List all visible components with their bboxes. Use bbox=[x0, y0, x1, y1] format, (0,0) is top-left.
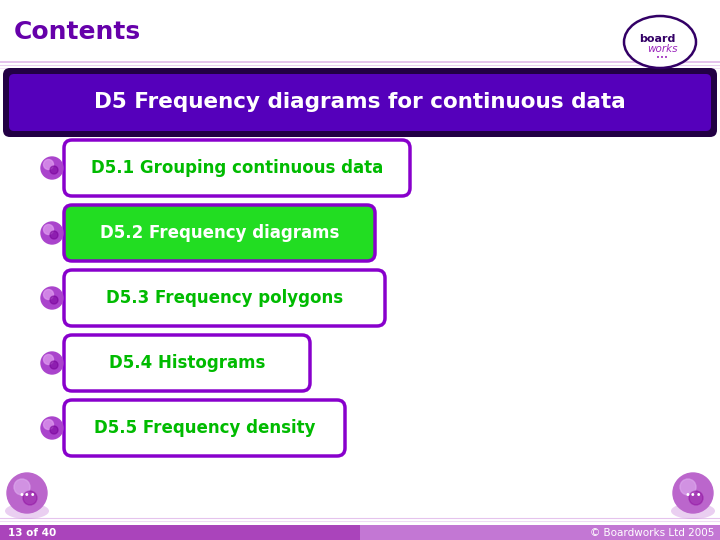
Ellipse shape bbox=[624, 16, 696, 68]
Text: board: board bbox=[639, 34, 675, 44]
FancyBboxPatch shape bbox=[64, 140, 410, 196]
Circle shape bbox=[43, 289, 53, 300]
Circle shape bbox=[50, 231, 58, 239]
Text: D5.2 Frequency diagrams: D5.2 Frequency diagrams bbox=[100, 224, 339, 242]
FancyBboxPatch shape bbox=[3, 68, 717, 137]
Bar bbox=[0, 525, 720, 540]
Circle shape bbox=[41, 417, 63, 439]
Circle shape bbox=[7, 473, 47, 513]
Circle shape bbox=[41, 352, 63, 374]
Circle shape bbox=[50, 296, 58, 304]
FancyBboxPatch shape bbox=[64, 335, 310, 391]
Circle shape bbox=[41, 287, 63, 309]
Circle shape bbox=[43, 225, 53, 234]
Text: D5 Frequency diagrams for continuous data: D5 Frequency diagrams for continuous dat… bbox=[94, 92, 626, 112]
Text: •••: ••• bbox=[684, 490, 702, 500]
Text: 13 of 40: 13 of 40 bbox=[8, 528, 56, 537]
Text: D5.5 Frequency density: D5.5 Frequency density bbox=[94, 419, 315, 437]
Circle shape bbox=[50, 361, 58, 369]
Text: D5.4 Histograms: D5.4 Histograms bbox=[109, 354, 265, 372]
FancyBboxPatch shape bbox=[64, 270, 385, 326]
FancyBboxPatch shape bbox=[64, 400, 345, 456]
Bar bbox=[360, 525, 720, 540]
Text: •••: ••• bbox=[656, 55, 668, 61]
Circle shape bbox=[43, 159, 53, 170]
Circle shape bbox=[43, 420, 53, 429]
Text: works: works bbox=[647, 44, 678, 54]
Text: © Boardworks Ltd 2005: © Boardworks Ltd 2005 bbox=[590, 528, 714, 537]
Circle shape bbox=[50, 166, 58, 174]
Text: D5.3 Frequency polygons: D5.3 Frequency polygons bbox=[106, 289, 343, 307]
Circle shape bbox=[689, 491, 703, 505]
Circle shape bbox=[41, 157, 63, 179]
Circle shape bbox=[673, 473, 713, 513]
Circle shape bbox=[14, 479, 30, 495]
Circle shape bbox=[50, 426, 58, 434]
Ellipse shape bbox=[5, 503, 49, 519]
Circle shape bbox=[680, 479, 696, 495]
Text: •••: ••• bbox=[18, 490, 36, 500]
Text: D5.1 Grouping continuous data: D5.1 Grouping continuous data bbox=[91, 159, 383, 177]
FancyBboxPatch shape bbox=[9, 74, 711, 131]
FancyBboxPatch shape bbox=[64, 205, 375, 261]
Ellipse shape bbox=[671, 503, 715, 519]
Circle shape bbox=[23, 491, 37, 505]
Text: Contents: Contents bbox=[14, 20, 141, 44]
Circle shape bbox=[41, 222, 63, 244]
Circle shape bbox=[43, 354, 53, 364]
